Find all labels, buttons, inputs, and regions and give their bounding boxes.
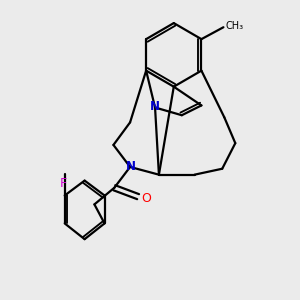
Text: O: O (142, 192, 152, 205)
Text: CH₃: CH₃ (226, 21, 244, 31)
Text: F: F (60, 177, 67, 190)
Text: N: N (126, 160, 136, 172)
Text: N: N (149, 100, 160, 113)
